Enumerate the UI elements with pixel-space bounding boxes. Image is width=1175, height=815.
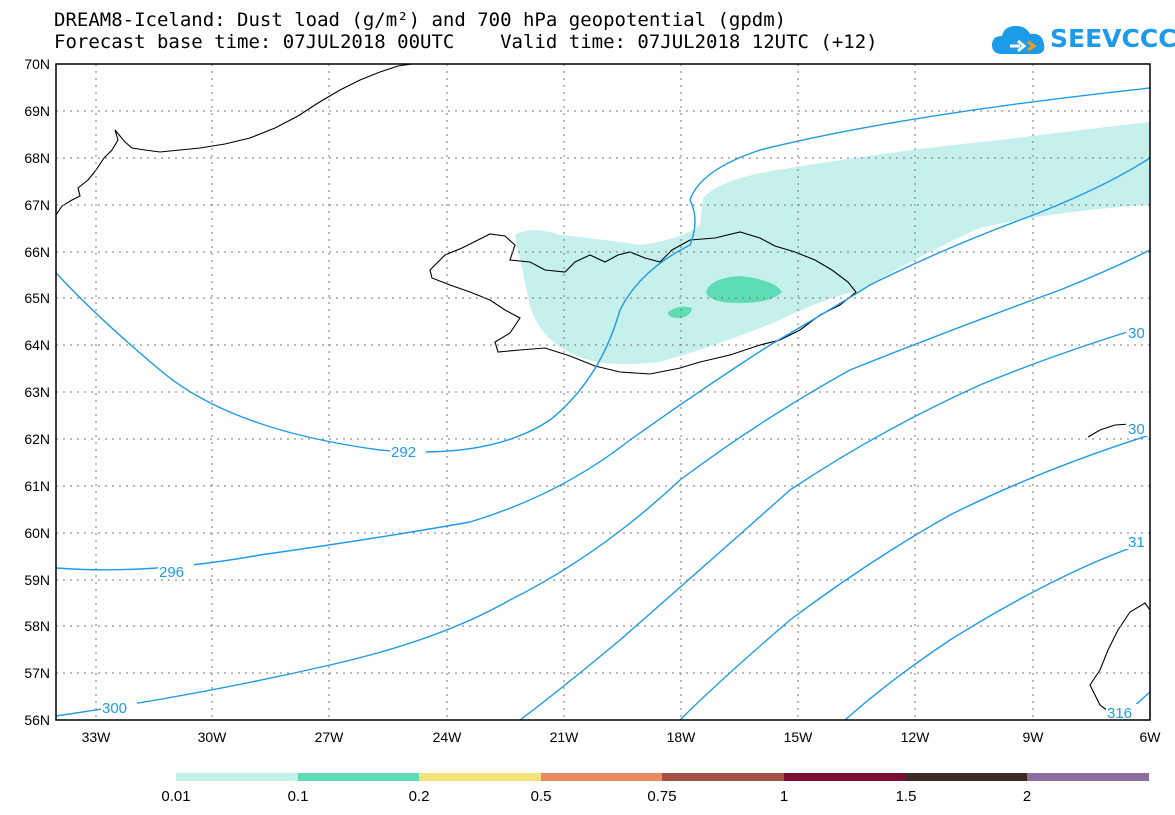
colorbar-swatch [662, 773, 784, 781]
lat-label: 63N [24, 384, 50, 400]
colorbar-swatch [541, 773, 662, 781]
lat-label: 58N [24, 618, 50, 634]
colorbar-swatch [1027, 773, 1149, 781]
lat-label: 65N [24, 290, 50, 306]
contour-308 [679, 434, 1151, 721]
scotland-coast [1089, 602, 1151, 721]
geopotential-contours [55, 87, 1151, 721]
lat-label: 62N [24, 431, 50, 447]
dust-core-area [706, 276, 782, 304]
contour-label: 30 [1128, 325, 1145, 342]
contour-label: 292 [391, 444, 416, 461]
chart-title: DREAM8-Iceland: Dust load (g/m²) and 700… [54, 9, 787, 31]
map-frame [55, 63, 1151, 721]
lon-label: 12W [901, 729, 931, 745]
lat-label: 66N [24, 244, 50, 260]
contour-label: 30 [1128, 421, 1145, 438]
lat-label: 69N [24, 103, 50, 119]
logo-text: SEEVCCC [1050, 24, 1175, 53]
lon-label: 24W [433, 729, 463, 745]
lon-label: 30W [198, 729, 228, 745]
contour-300 [55, 249, 1151, 717]
lat-label: 68N [24, 150, 50, 166]
contour-304 [519, 324, 1151, 721]
colorbar-label: 0.1 [288, 788, 309, 805]
longitude-labels: 33W 30W 27W 24W 21W 18W 15W 12W 9W 6W [82, 729, 1162, 745]
contour-label: 300 [102, 700, 127, 717]
dust-load-fill [515, 122, 1150, 364]
lat-label: 57N [24, 665, 50, 681]
contour-296 [55, 157, 1151, 571]
lon-label: 33W [82, 729, 112, 745]
contour-label: 296 [159, 564, 184, 581]
lon-label: 15W [784, 729, 814, 745]
colorbar-swatch [419, 773, 541, 781]
seevccc-logo: SEEVCCC [990, 20, 1175, 60]
dust-core-area [668, 306, 692, 318]
colorbar-label: 1.5 [896, 788, 917, 805]
lon-label: 9W [1023, 729, 1045, 745]
greenland-coast [55, 63, 413, 216]
colorbar: 0.01 0.1 0.2 0.5 0.75 1 1.5 2 [161, 773, 1149, 805]
lat-label: 61N [24, 478, 50, 494]
forecast-time-subtitle: Forecast base time: 07JUL2018 00UTC Vali… [54, 31, 878, 53]
colorbar-label: 1 [780, 788, 788, 805]
colorbar-swatch [176, 773, 298, 781]
cloud-icon [992, 26, 1045, 54]
lat-label: 59N [24, 572, 50, 588]
graticule [56, 64, 1150, 720]
dust-plume-area [515, 122, 1150, 364]
lon-label: 6W [1140, 729, 1162, 745]
colorbar-label: 0.2 [409, 788, 430, 805]
colorbar-label: 2 [1023, 788, 1031, 805]
contour-label: 316 [1107, 705, 1132, 722]
iceland-coast [429, 231, 857, 375]
colorbar-label: 0.01 [161, 788, 190, 805]
lon-label: 27W [315, 729, 345, 745]
lat-label: 64N [24, 337, 50, 353]
colorbar-label: 0.75 [647, 788, 676, 805]
contour-label: 31 [1128, 534, 1145, 551]
contour-label-layer: 292 296 300 30 30 31 316 [101, 324, 1150, 722]
colorbar-swatch [298, 773, 419, 781]
lat-label: 56N [24, 712, 50, 728]
colorbar-swatch [906, 773, 1027, 781]
contour-312 [844, 539, 1151, 721]
lat-label: 70N [24, 56, 50, 72]
colorbar-swatch [784, 773, 906, 781]
lon-label: 18W [667, 729, 697, 745]
lat-label: 67N [24, 197, 50, 213]
contour-292 [55, 87, 1151, 453]
lon-label: 21W [550, 729, 580, 745]
lat-label: 60N [24, 525, 50, 541]
colorbar-label: 0.5 [531, 788, 552, 805]
latitude-labels: 70N 69N 68N 67N 66N 65N 64N 63N 62N 61N … [24, 56, 50, 728]
